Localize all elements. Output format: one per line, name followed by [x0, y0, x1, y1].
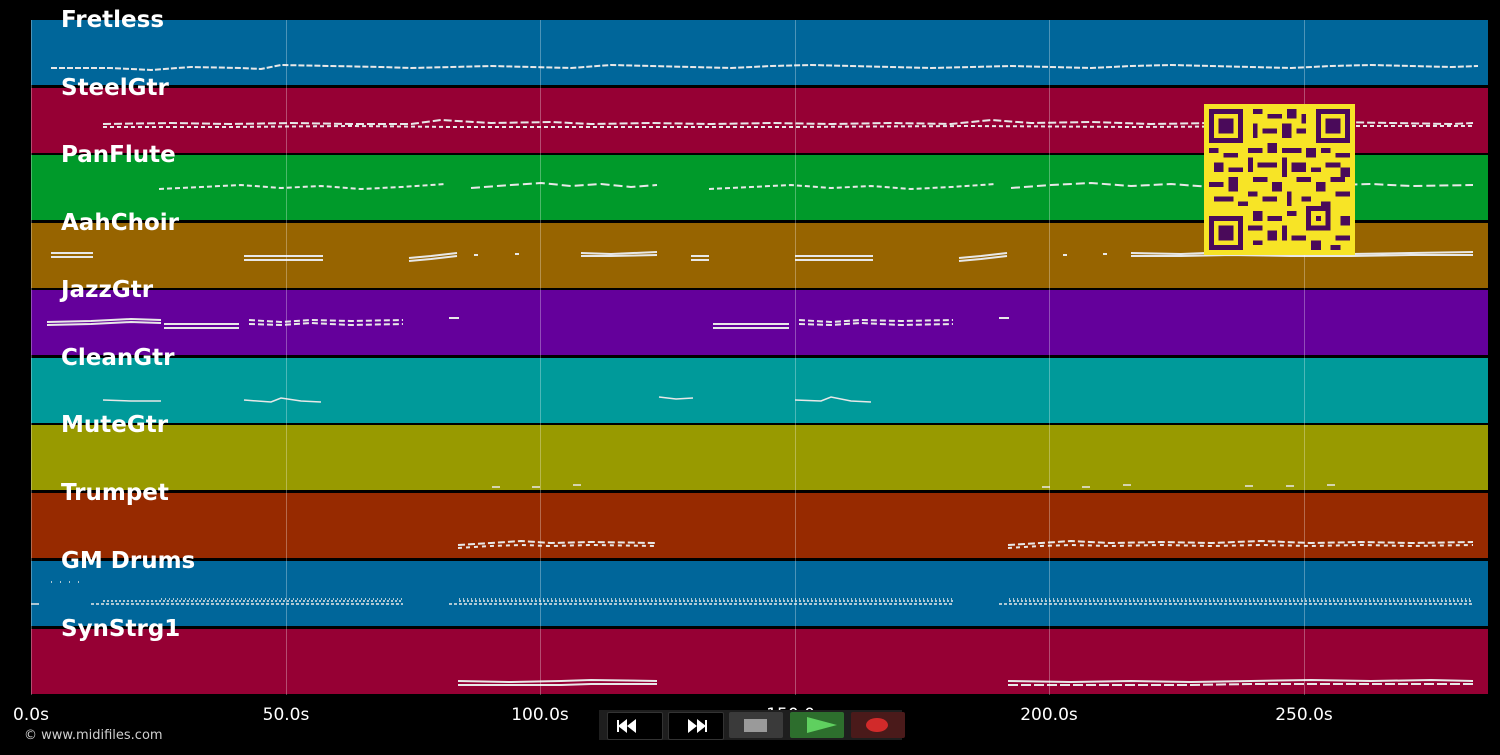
stop-icon — [744, 719, 767, 732]
transport-controls — [599, 710, 905, 740]
note-roll — [51, 63, 1479, 72]
track-label: Fretless — [61, 7, 165, 33]
track-label: PanFlute — [61, 142, 176, 168]
time-tick: 250.0s — [1275, 705, 1333, 725]
grid-line — [795, 20, 796, 695]
fast-forward-icon — [688, 719, 707, 733]
track-lane-fretless: Fretless — [31, 9, 1488, 85]
track-label: SteelGtr — [61, 75, 169, 101]
time-tick: 200.0s — [1020, 705, 1078, 725]
grid-line — [286, 20, 287, 695]
rewind-icon — [617, 719, 636, 733]
note-roll — [51, 250, 1474, 262]
grid-line — [1049, 20, 1050, 695]
time-tick: 100.0s — [511, 705, 569, 725]
track-lane-mutegtr: MuteGtr — [31, 414, 1488, 490]
track-lane-gm-drums: GM Drums — [31, 550, 1488, 626]
track-label: Trumpet — [61, 480, 169, 506]
time-tick: 50.0s — [262, 705, 310, 725]
copyright-notice: © www.midifiles.com — [24, 728, 163, 743]
track-label: CleanGtr — [61, 345, 175, 371]
rewind-button[interactable] — [607, 712, 663, 740]
note-roll — [158, 181, 1474, 191]
track-lane-trumpet: Trumpet — [31, 482, 1488, 558]
time-tick: 0.0s — [13, 705, 49, 725]
grid-line — [31, 20, 32, 695]
note-roll — [457, 539, 1474, 549]
note-roll — [31, 581, 1473, 605]
track-label: SynStrg1 — [61, 616, 181, 642]
track-lane-jazzgtr: JazzGtr — [31, 279, 1488, 355]
stop-button[interactable] — [729, 712, 783, 738]
track-label: GM Drums — [61, 548, 196, 574]
fast-forward-button[interactable] — [668, 712, 724, 740]
grid-line — [1304, 20, 1305, 695]
qr-code-icon — [1204, 104, 1355, 255]
track-label: MuteGtr — [61, 412, 169, 438]
track-lane-cleangtr: CleanGtr — [31, 347, 1488, 423]
play-button[interactable] — [790, 712, 844, 738]
note-roll — [457, 678, 1474, 686]
note-roll — [492, 484, 1335, 488]
record-icon — [866, 718, 888, 732]
grid-line — [540, 20, 541, 695]
note-roll — [46, 317, 1009, 329]
record-button[interactable] — [851, 712, 905, 738]
track-label: JazzGtr — [61, 277, 154, 303]
note-roll — [102, 396, 872, 403]
track-label: AahChoir — [61, 210, 179, 236]
track-lane-synstrg1: SynStrg1 — [31, 618, 1488, 694]
play-icon — [807, 717, 837, 733]
